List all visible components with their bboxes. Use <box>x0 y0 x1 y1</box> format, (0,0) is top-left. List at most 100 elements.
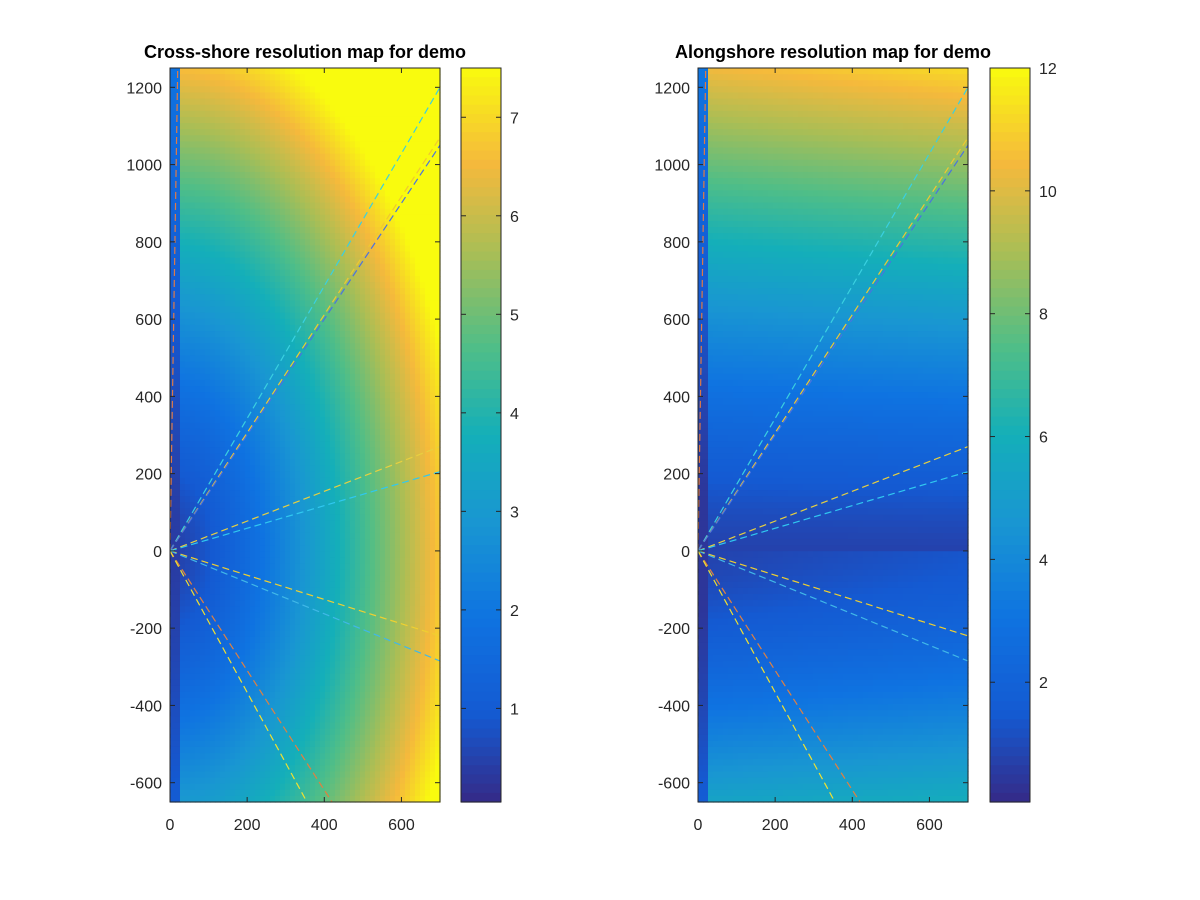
heatmap-cell <box>355 190 361 198</box>
heatmap-cell <box>260 594 266 601</box>
heatmap-cell <box>350 178 356 185</box>
heatmap-cell <box>190 86 196 94</box>
heatmap-cell <box>265 795 271 803</box>
heatmap-cell <box>255 361 261 369</box>
heatmap-cell <box>205 410 211 418</box>
heatmap-cell <box>190 435 196 442</box>
heatmap-cell <box>210 557 216 565</box>
heatmap-cell <box>185 239 191 246</box>
heatmap-cell <box>355 202 361 210</box>
heatmap-cell <box>220 337 226 344</box>
heatmap-cell <box>240 135 246 142</box>
heatmap-cell <box>355 698 361 705</box>
heatmap-cell <box>195 759 201 766</box>
heatmap-cell <box>300 453 306 461</box>
heatmap-cell <box>350 545 356 552</box>
heatmap-cell <box>355 86 361 94</box>
heatmap-cell <box>285 655 291 662</box>
heatmap-cell <box>320 526 326 534</box>
heatmap-cell <box>360 557 366 565</box>
heatmap-cell <box>290 386 296 393</box>
heatmap-cell <box>190 288 196 295</box>
heatmap-cell <box>210 178 216 185</box>
heatmap-cell <box>235 649 241 656</box>
heatmap-cell <box>340 453 346 461</box>
heatmap-cell <box>260 759 266 766</box>
heatmap-cell <box>200 294 206 302</box>
heatmap-cell <box>345 153 351 161</box>
heatmap-cell <box>195 777 201 785</box>
heatmap-cell <box>285 600 291 607</box>
heatmap-cell <box>300 92 306 100</box>
heatmap-cell <box>205 331 211 338</box>
heatmap-cell <box>250 392 256 399</box>
heatmap-cell <box>215 587 221 595</box>
heatmap-cell <box>305 532 311 540</box>
heatmap-cell <box>335 147 341 155</box>
heatmap-cell <box>290 361 296 369</box>
heatmap-cell <box>305 98 311 106</box>
heatmap-cell <box>205 312 211 320</box>
heatmap-cell <box>335 765 341 773</box>
heatmap-cell <box>210 349 216 357</box>
heatmap-cell <box>305 569 311 577</box>
heatmap-cell <box>365 386 371 393</box>
heatmap-cell <box>195 710 201 717</box>
heatmap-cell <box>175 557 181 565</box>
heatmap-cell <box>300 594 306 601</box>
heatmap-cell <box>170 606 176 613</box>
heatmap-cell <box>170 771 176 779</box>
heatmap-cell <box>260 753 266 760</box>
heatmap-cell <box>205 68 211 75</box>
heatmap-cell <box>340 165 346 173</box>
heatmap-cell <box>275 74 281 81</box>
heatmap-cell <box>370 551 376 558</box>
heatmap-cell <box>205 178 211 185</box>
heatmap-cell <box>260 661 266 669</box>
heatmap-cell <box>280 685 286 693</box>
heatmap-cell <box>330 624 336 632</box>
heatmap-cell <box>190 606 196 613</box>
heatmap-cell <box>235 722 241 730</box>
heatmap-cell <box>240 343 246 350</box>
heatmap-cell <box>310 214 316 222</box>
heatmap-cell <box>360 447 366 454</box>
heatmap-cell <box>305 337 311 344</box>
heatmap-cell <box>240 795 246 803</box>
heatmap-cell <box>245 282 251 289</box>
heatmap-cell <box>320 587 326 595</box>
heatmap-cell <box>325 642 331 650</box>
heatmap-cell <box>375 233 381 240</box>
heatmap-cell <box>220 734 226 742</box>
heatmap-cell <box>340 269 346 277</box>
heatmap-cell <box>240 251 246 259</box>
heatmap-cell <box>225 171 231 179</box>
heatmap-cell <box>245 306 251 314</box>
heatmap-cell <box>275 771 281 779</box>
heatmap-cell <box>315 361 321 369</box>
heatmap-cell <box>195 551 201 558</box>
heatmap-cell <box>235 331 241 338</box>
heatmap-cell <box>205 642 211 650</box>
heatmap-cell <box>205 471 211 479</box>
heatmap-cell <box>270 526 276 534</box>
heatmap-cell <box>325 789 331 797</box>
heatmap-cell <box>225 710 231 717</box>
heatmap-cell <box>245 269 251 277</box>
heatmap-cell <box>375 135 381 142</box>
heatmap-cell <box>280 263 286 271</box>
heatmap-cell <box>210 104 216 112</box>
heatmap-cell <box>260 789 266 797</box>
heatmap-cell <box>180 795 186 803</box>
heatmap-cell <box>170 257 176 265</box>
heatmap-cell <box>305 740 311 748</box>
heatmap-cell <box>255 441 261 448</box>
heatmap-cell <box>180 404 186 412</box>
heatmap-cell <box>270 508 276 516</box>
heatmap-cell <box>270 110 276 118</box>
heatmap-cell <box>300 545 306 552</box>
heatmap-cell <box>310 587 316 595</box>
heatmap-cell <box>255 746 261 754</box>
heatmap-cell <box>285 630 291 638</box>
heatmap-cell <box>375 251 381 259</box>
